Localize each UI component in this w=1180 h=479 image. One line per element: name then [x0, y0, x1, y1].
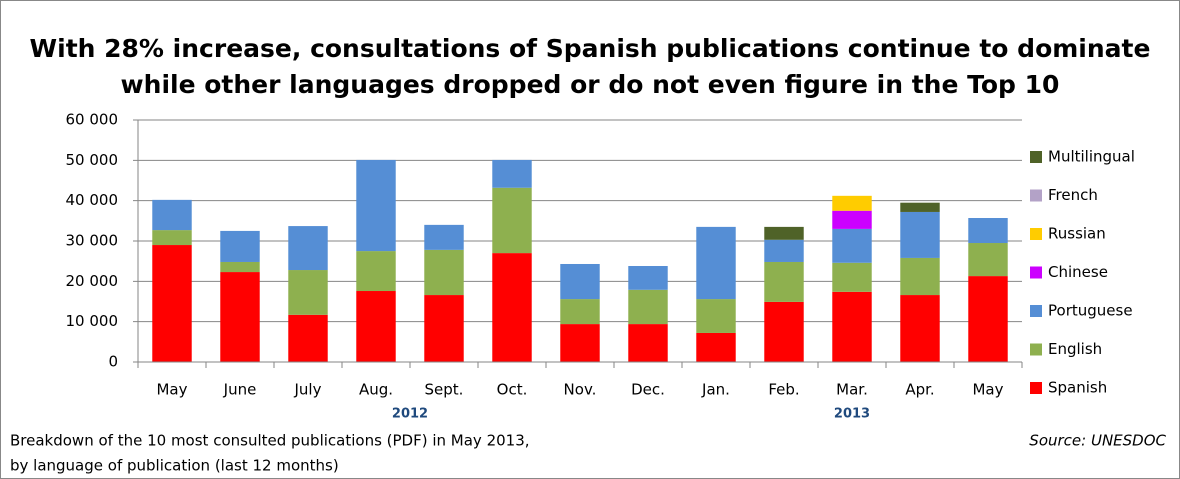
y-tick-label: 50 000: [66, 151, 119, 169]
bar-segment: [560, 263, 600, 300]
legend-swatch: [1030, 151, 1042, 163]
bar-segment: [968, 276, 1008, 362]
legend-swatch: [1030, 266, 1042, 279]
chart-title: while other languages dropped or do not …: [121, 70, 1060, 99]
bar-segment: [424, 295, 464, 362]
bar-segment: [220, 230, 260, 262]
bar-segment: [832, 195, 872, 211]
bar-segment: [220, 261, 260, 273]
bar-segment: [832, 210, 872, 229]
bar-segment: [764, 301, 804, 362]
y-tick-label: 60 000: [66, 111, 119, 129]
x-tick-label: Oct.: [497, 381, 528, 399]
bar-segment: [492, 159, 532, 188]
note: Breakdown of the 10 most consulted publi…: [10, 432, 530, 450]
legend-label: Chinese: [1048, 263, 1108, 281]
x-tick-label: Feb.: [768, 381, 799, 399]
bar-segment: [628, 289, 668, 325]
bar-segment: [492, 253, 532, 362]
bar-segment: [152, 230, 192, 246]
bar-segment: [832, 262, 872, 292]
legend-label: Multilingual: [1048, 148, 1135, 166]
bar-segment: [900, 202, 940, 212]
legend-label: English: [1048, 340, 1102, 358]
x-tick-label: Jan.: [701, 381, 730, 399]
legend-label: French: [1048, 186, 1098, 204]
legend-swatch: [1030, 228, 1042, 240]
x-tick-label: May: [156, 381, 187, 399]
bar-segment: [560, 324, 600, 362]
bar-segment: [764, 261, 804, 302]
bar-segment: [968, 243, 1008, 277]
source: Source: UNESDOC: [1029, 432, 1166, 450]
bar-segment: [492, 187, 532, 254]
legend-swatch: [1030, 305, 1042, 317]
year-label: 2013: [834, 407, 870, 422]
legend-label: Russian: [1048, 225, 1106, 243]
legend-swatch: [1030, 343, 1042, 356]
x-tick-label: Mar.: [836, 381, 868, 399]
legend-label: Spanish: [1048, 379, 1107, 397]
x-tick-label: Aug.: [359, 381, 393, 399]
bar-segment: [424, 249, 464, 296]
x-tick-label: Nov.: [564, 381, 597, 399]
bar-segment: [696, 299, 736, 333]
bar-segment: [764, 239, 804, 262]
legend-swatch: [1030, 189, 1042, 202]
y-tick-label: 10 000: [66, 312, 119, 330]
bar-segment: [560, 299, 600, 325]
y-tick-label: 40 000: [66, 191, 119, 209]
bar-segment: [900, 211, 940, 258]
bar-segment: [968, 218, 1008, 244]
y-tick-label: 20 000: [66, 272, 119, 290]
year-label: 2012: [392, 407, 428, 422]
legend-swatch: [1030, 382, 1042, 394]
bar-segment: [900, 257, 940, 296]
x-tick-label: June: [223, 381, 257, 399]
legend-label: Portuguese: [1048, 302, 1133, 320]
bar-segment: [288, 226, 328, 271]
x-tick-label: Dec.: [631, 381, 665, 399]
bar-segment: [356, 159, 396, 252]
bar-segment: [900, 295, 940, 362]
bar-segment: [832, 291, 872, 362]
bar-segment: [696, 332, 736, 362]
bar-segment: [628, 324, 668, 362]
bar-segment: [152, 245, 192, 362]
y-tick-label: 30 000: [66, 232, 119, 250]
bar-segment: [288, 270, 328, 315]
bar-segment: [764, 226, 804, 240]
bar-segment: [424, 224, 464, 250]
x-tick-label: Sept.: [425, 381, 464, 399]
bar-segment: [832, 228, 872, 263]
chart-title: With 28% increase, consultations of Span…: [30, 34, 1151, 63]
bar-segment: [628, 266, 668, 290]
bar-segment: [220, 272, 260, 362]
x-tick-label: July: [294, 381, 322, 399]
note: by language of publication (last 12 mont…: [10, 457, 339, 475]
x-tick-label: May: [972, 381, 1003, 399]
x-tick-label: Apr.: [905, 381, 934, 399]
y-tick-label: 0: [108, 353, 118, 371]
bar-segment: [356, 291, 396, 362]
bar-segment: [356, 251, 396, 292]
bar-segment: [696, 226, 736, 300]
bar-segment: [288, 314, 328, 362]
bar-segment: [152, 199, 192, 231]
